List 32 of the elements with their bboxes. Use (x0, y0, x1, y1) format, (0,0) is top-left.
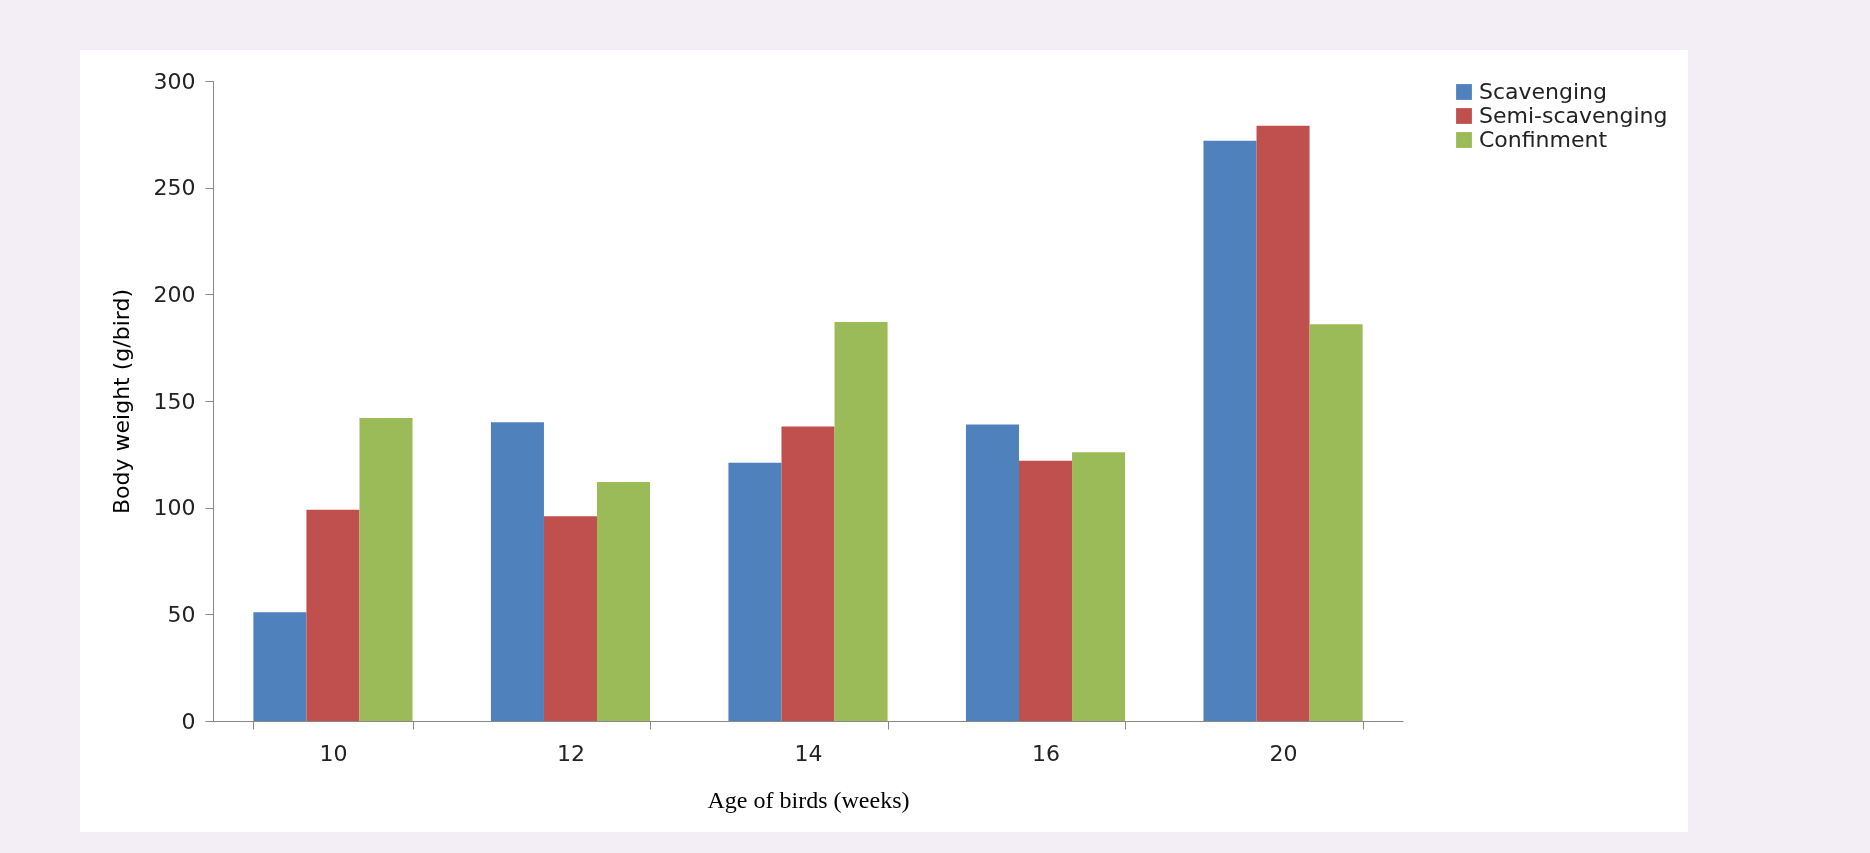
y-tick-label: 250 (153, 175, 196, 201)
y-tick-label: 100 (153, 495, 196, 521)
y-axis-title: Body weight (g/bird) (108, 289, 134, 514)
bar (253, 612, 307, 721)
bar (965, 424, 1019, 721)
y-tick-label: 50 (167, 601, 196, 627)
y-tick-label: 200 (153, 281, 196, 307)
y-tick-label: 300 (153, 68, 196, 94)
x-tick-label: 16 (1032, 740, 1061, 766)
legend-label: Scavenging (1479, 79, 1608, 104)
bar (597, 482, 651, 721)
bar (306, 509, 360, 721)
bar (834, 322, 888, 721)
x-tick-label: 12 (556, 740, 585, 766)
bar (781, 426, 835, 721)
x-tick-label: 20 (1269, 740, 1298, 766)
bar (728, 462, 782, 721)
bar (1203, 140, 1257, 721)
bar (1309, 324, 1363, 721)
x-tick-label: 10 (319, 740, 348, 766)
y-tick-label: 150 (153, 388, 196, 414)
legend-label: Confinment (1479, 127, 1608, 152)
bar (1256, 125, 1310, 721)
x-tick-label: 14 (794, 740, 823, 766)
x-axis-title: Age of birds (weeks) (707, 786, 910, 813)
bar (543, 516, 597, 721)
bar (490, 422, 544, 721)
bar (1019, 460, 1073, 721)
legend-label: Semi-scavenging (1479, 103, 1668, 128)
bar (359, 418, 413, 721)
y-tick-label: 0 (181, 708, 196, 734)
bar (1072, 452, 1126, 721)
